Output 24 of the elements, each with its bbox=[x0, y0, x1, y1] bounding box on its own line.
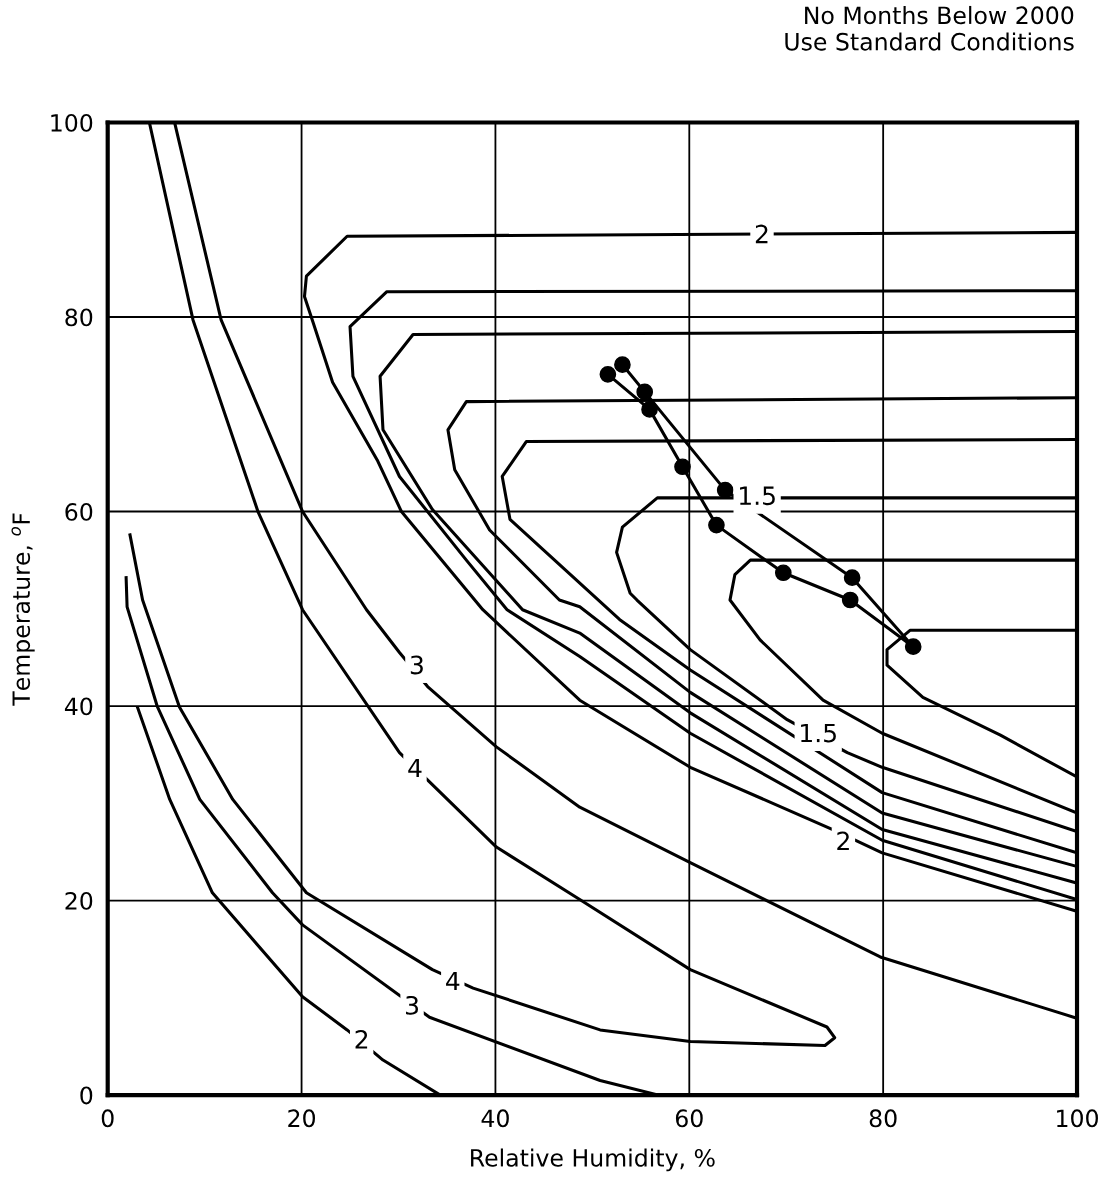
annotation: 2 bbox=[837, 831, 849, 851]
chart-title: No Months Below 2000 Use Standard Conditions bbox=[785, 5, 1074, 51]
x-tick-label: 0 bbox=[101, 1109, 114, 1128]
y-tick-label: 80 bbox=[65, 308, 93, 327]
x-tick-label: 100 bbox=[1057, 1109, 1098, 1128]
x-tick-label: 80 bbox=[869, 1109, 897, 1128]
annotation: 3 bbox=[406, 995, 419, 1015]
x-tick-label: 40 bbox=[481, 1109, 509, 1128]
y-tick-label: 60 bbox=[65, 502, 93, 521]
annotation: 1.5 bbox=[740, 486, 775, 506]
y-tick-label: 100 bbox=[51, 113, 93, 132]
x-tick-label: 20 bbox=[288, 1109, 316, 1128]
x-axis-title: Relative Humidity, % bbox=[471, 1148, 715, 1172]
x-tick-label: 60 bbox=[675, 1109, 703, 1128]
annotation: 4 bbox=[446, 971, 460, 991]
annotation: 2 bbox=[355, 1029, 368, 1049]
y-tick-label: 0 bbox=[80, 1086, 93, 1105]
y-axis-title: Temperature, $^{o}$F bbox=[11, 513, 35, 706]
y-tick-label: 40 bbox=[64, 697, 93, 716]
annotation: 2 bbox=[755, 224, 768, 244]
y-tick-label: 20 bbox=[65, 892, 93, 910]
annotation: 4 bbox=[408, 758, 422, 778]
annotation: 3 bbox=[410, 655, 423, 675]
annotation: 1.5 bbox=[801, 723, 836, 743]
